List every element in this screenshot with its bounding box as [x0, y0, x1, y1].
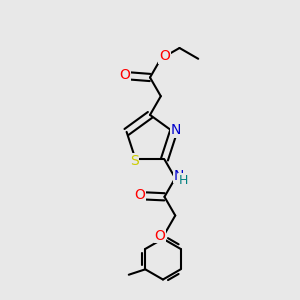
Text: O: O [159, 50, 170, 63]
Text: O: O [134, 188, 145, 202]
Text: O: O [154, 229, 165, 243]
Text: H: H [179, 174, 188, 187]
Text: N: N [174, 169, 184, 183]
Text: O: O [120, 68, 130, 82]
Text: S: S [130, 154, 138, 168]
Text: N: N [171, 123, 181, 137]
